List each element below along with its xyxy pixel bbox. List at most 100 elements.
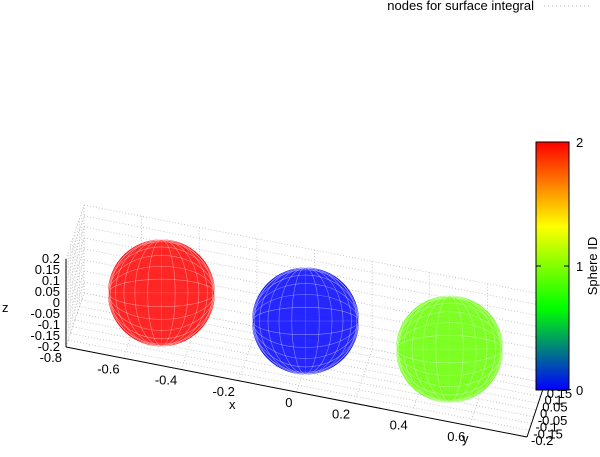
sphere-meridian: [253, 267, 358, 375]
sphere-meridian: [134, 239, 189, 347]
sphere-meridian: [267, 267, 344, 375]
x-tick-label: -0.6: [97, 361, 119, 376]
side-grid-z: [65, 281, 85, 337]
y-tick-label: -0.1: [536, 420, 558, 435]
sphere-latitude: [396, 335, 503, 364]
floor-grid-y: [70, 333, 532, 424]
sphere-body: [251, 267, 360, 375]
sphere-meridian: [422, 295, 477, 403]
sphere-latitude: [396, 302, 503, 396]
sphere-meridian: [398, 295, 502, 403]
z-tick-label: 0.2: [42, 251, 60, 266]
axis-layer: [65, 259, 546, 438]
floor-grid-x: [468, 371, 488, 426]
floor-grid-y: [68, 339, 530, 431]
z-tick-label: 0.05: [35, 284, 60, 299]
x-axis-line: [65, 346, 528, 438]
floor-grid-x: [180, 315, 200, 370]
sphere-latitude: [396, 322, 503, 376]
sphere-meridian: [435, 295, 464, 403]
y-tick-label: -0.2: [531, 433, 553, 448]
sphere-latitude: [396, 311, 503, 387]
sphere-meridian: [123, 239, 200, 347]
sphere-meridian: [278, 267, 333, 375]
floor-grid-x: [238, 326, 258, 381]
y-tick-label: 0.1: [545, 393, 563, 408]
sphere-0: [107, 239, 215, 347]
sphere-meridian: [115, 239, 208, 347]
sphere-latitude: [252, 283, 359, 359]
x-tick-label: 0: [285, 395, 292, 410]
sphere-meridian: [147, 239, 176, 347]
y-tick-label: -0.15: [533, 426, 563, 441]
z-tick-label: 0: [53, 295, 60, 310]
x-tick-label: -0.2: [212, 384, 234, 399]
sphere-meridian: [109, 239, 213, 347]
side-grid-z: [65, 237, 85, 293]
colorbar-tick-label: 1: [576, 259, 583, 274]
sphere-latitude: [396, 335, 503, 364]
floor-grid-x: [411, 360, 431, 415]
sphere-meridian: [435, 295, 464, 403]
x-tick-label: -0.8: [40, 350, 62, 365]
sphere-meridian: [411, 295, 488, 403]
sphere-latitude: [108, 255, 215, 331]
sphere-latitude: [108, 278, 215, 307]
sphere-latitude: [396, 297, 503, 401]
sphere-latitude: [108, 241, 215, 345]
sphere-latitude: [252, 306, 359, 336]
sphere-latitude: [108, 246, 215, 340]
y-tick-label: 0.05: [542, 399, 567, 414]
x-tick-label: 0.4: [390, 418, 408, 433]
sphere-latitude: [108, 266, 215, 320]
sphere-meridian: [398, 295, 502, 403]
sphere-meridian: [259, 267, 352, 375]
z-tick-label: 0.1: [42, 273, 60, 288]
floor-grid-x: [353, 349, 373, 404]
sphere-meridian: [291, 267, 320, 375]
colorbar-tick-label: 0: [576, 383, 583, 398]
sphere-meridian: [115, 239, 208, 347]
sphere-meridian: [403, 295, 496, 403]
sphere-latitude: [252, 306, 359, 336]
sphere-meridian: [134, 239, 189, 347]
sphere-latitude: [108, 246, 215, 340]
side-grid-z: [65, 270, 85, 326]
sphere-meridian: [291, 267, 320, 375]
sphere-latitude: [396, 311, 503, 387]
z-tick-label: -0.15: [30, 328, 60, 343]
sphere-latitude: [396, 302, 503, 396]
sphere-latitude: [108, 255, 215, 331]
sphere-latitude: [108, 278, 215, 307]
sphere-layer: [107, 239, 504, 403]
y-tick-label: -0.05: [538, 413, 568, 428]
y-axis-line: [526, 382, 546, 438]
colorbar-tick-label: 2: [576, 135, 583, 150]
sphere-latitude: [396, 297, 503, 401]
side-grid-z: [65, 292, 85, 348]
colorbar-label: Sphere ID: [585, 237, 600, 296]
side-grid-z: [65, 259, 85, 315]
x-tick-label: 0.6: [447, 429, 465, 444]
side-grid-z: [65, 215, 85, 271]
sphere-latitude: [252, 274, 359, 368]
sphere-meridian: [253, 267, 358, 375]
legend-label: nodes for surface integral: [387, 0, 534, 13]
z-tick-label: -0.2: [38, 339, 60, 354]
back-grid-z: [83, 204, 546, 296]
sphere-meridian: [147, 239, 176, 347]
sphere-meridian: [403, 295, 496, 403]
sphere-1: [251, 267, 360, 375]
sphere-body: [396, 295, 504, 403]
sphere-meridian: [109, 239, 213, 347]
colorbar-ticks: 0 1 2: [536, 135, 583, 398]
x-axis-label: x: [229, 397, 236, 412]
tick-layer: -0.8-0.6-0.4-0.200.20.40.6 -0.2-0.15-0.1-…: [30, 251, 572, 448]
z-tick-label: -0.05: [30, 306, 60, 321]
sphere-latitude: [252, 269, 359, 373]
sphere-latitude: [108, 241, 215, 345]
y-tick-label: 0: [540, 406, 547, 421]
x-tick-label: 0.2: [332, 406, 350, 421]
floor-grid-x: [296, 337, 315, 393]
